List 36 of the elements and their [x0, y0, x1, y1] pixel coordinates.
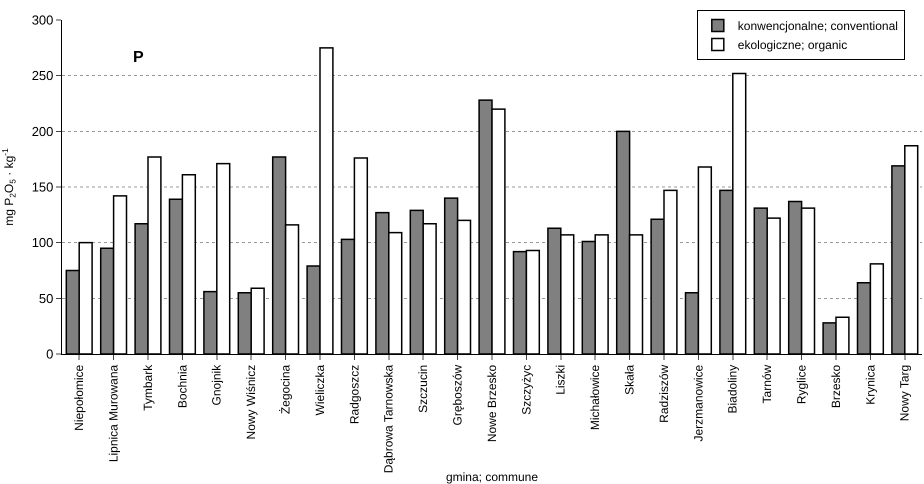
y-tick-label: 0: [46, 346, 54, 362]
x-tick-label: Tymbark: [140, 364, 155, 411]
x-tick-label: Biadoliny: [726, 364, 740, 414]
x-tick-label: Jerzmanowice: [691, 364, 706, 442]
x-tick-label: Nowy Wiśnicz: [244, 364, 258, 440]
x-tick-label: Nowe Brzesko: [484, 364, 499, 442]
x-tick-label: Żegocina: [278, 364, 292, 414]
x-tick-label: Dąbrowa Tarnowska: [382, 364, 396, 474]
x-tick-label: Bochnia: [175, 364, 190, 408]
x-tick-label: Gnojnik: [210, 364, 224, 406]
y-tick-label: 200: [32, 124, 54, 139]
x-tick-label: Szczucin: [416, 364, 430, 413]
x-tick-label: Brzesko: [828, 364, 843, 408]
x-tick-label: Radgoszcz: [347, 364, 362, 424]
x-tick-label: Szczyżyc: [519, 364, 534, 415]
x-tick-label: Liszki: [554, 364, 568, 395]
x-tick-label: Michałowice: [588, 364, 602, 430]
x-tick-label: Wieliczka: [312, 364, 327, 416]
x-tick-label: Ryglice: [794, 364, 808, 404]
x-tick-label: Krynica: [863, 364, 878, 405]
y-tick-label: 300: [32, 12, 54, 28]
y-tick-label: 250: [32, 68, 54, 84]
x-tick-label: Tarnów: [760, 364, 774, 404]
x-tick-label: Skała: [622, 364, 636, 395]
x-axis-title: gmina; commune: [446, 470, 538, 484]
x-tick-label: Radziszów: [656, 364, 671, 423]
x-tick-label: Nowy Targ: [898, 364, 912, 422]
x-tick-label: Lipnica Murowana: [106, 364, 120, 462]
annotation: P: [133, 49, 144, 66]
legend-label: konwencjonalne; conventional: [738, 19, 898, 34]
y-tick-label: 50: [38, 290, 54, 306]
x-tick-label: Gręboszów: [450, 364, 464, 426]
y-tick-label: 100: [32, 235, 54, 250]
legend-label: ekologiczne; organic: [738, 38, 848, 52]
x-tick-label: Niepołomice: [72, 364, 86, 431]
y-tick-label: 150: [32, 180, 54, 195]
